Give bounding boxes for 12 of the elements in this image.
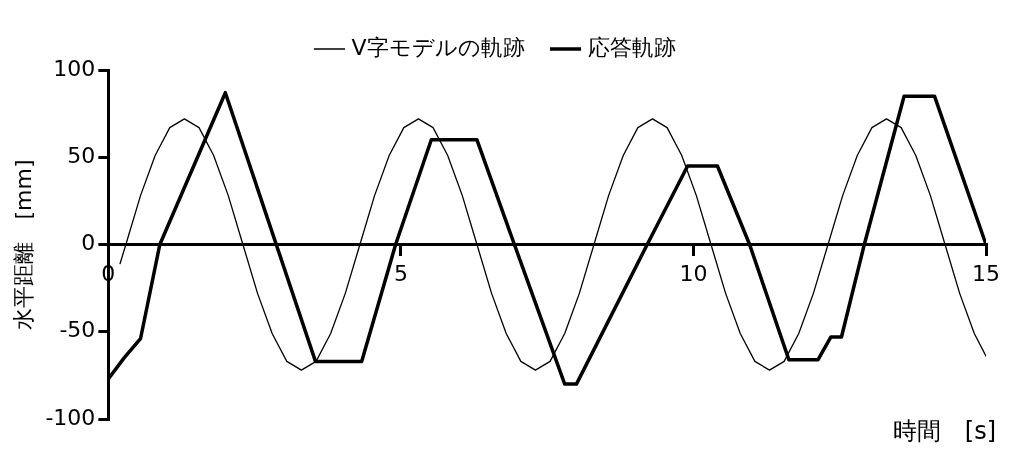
x-tick-label: 15 — [972, 261, 1000, 287]
x-tick-label: 5 — [393, 261, 408, 287]
y-tick-label: 0 — [81, 230, 96, 256]
legend-label: V字モデルの軌跡 — [351, 34, 525, 60]
y-axis-title: 水平距離 [mm] — [10, 159, 36, 330]
y-tick-label: -100 — [45, 404, 96, 430]
y-tick-label: 100 — [53, 55, 96, 81]
x-tick-label: 10 — [679, 261, 708, 287]
x-axis-title: 時間 [s] — [892, 417, 996, 446]
y-tick-label: 50 — [67, 142, 96, 168]
legend-label: 応答軌跡 — [587, 34, 676, 60]
y-tick-label: -50 — [59, 317, 96, 343]
